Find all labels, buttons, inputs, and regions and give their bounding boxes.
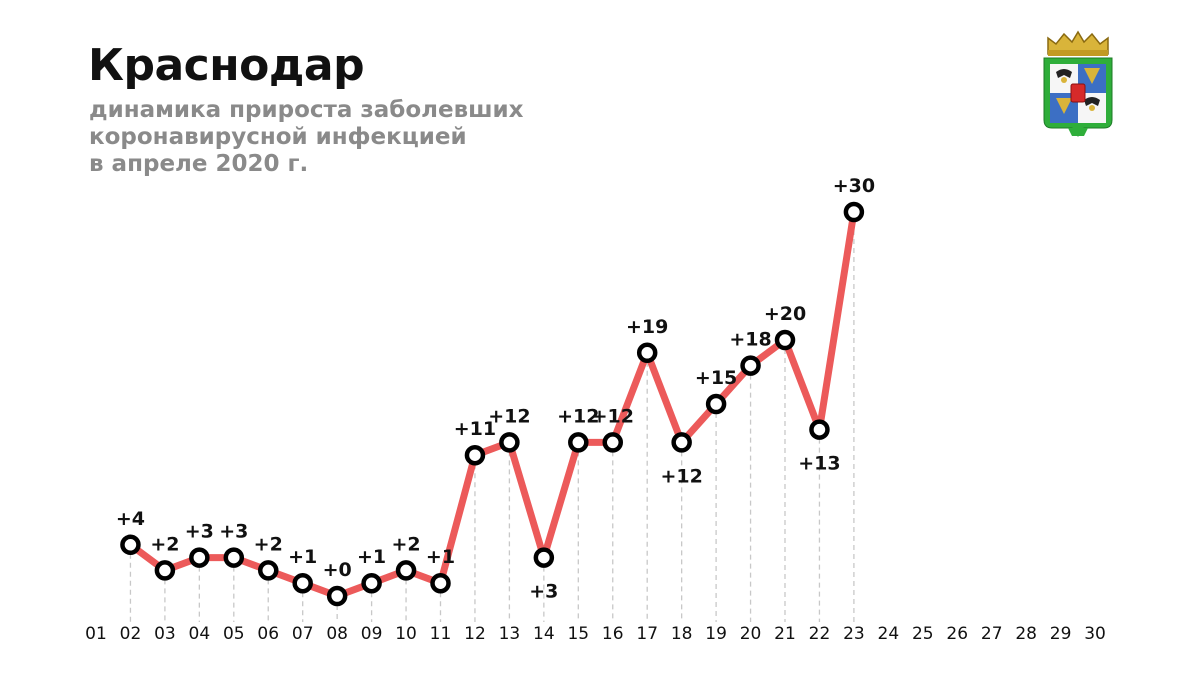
x-tick-label: 23: [843, 624, 865, 644]
x-tick-label: 16: [602, 624, 624, 644]
x-tick-label: 24: [878, 624, 900, 644]
x-tick-label: 28: [1015, 624, 1037, 644]
data-label: +12: [592, 405, 634, 427]
x-tick-label: 21: [774, 624, 796, 644]
data-point: [464, 444, 486, 466]
data-point: [154, 560, 176, 581]
data-point: [809, 419, 830, 440]
page-title: Краснодар: [88, 40, 365, 91]
data-label: +2: [150, 533, 179, 555]
data-label: +4: [116, 508, 145, 530]
data-label: +15: [695, 367, 737, 389]
data-label: +1: [357, 546, 386, 568]
data-point: [705, 393, 727, 415]
data-point: [602, 432, 623, 453]
x-tick-label: 04: [189, 624, 211, 644]
x-tick-label: 07: [292, 624, 314, 644]
x-tick-label: 06: [257, 624, 279, 644]
x-tick-label: 26: [946, 624, 968, 644]
data-point: [326, 585, 348, 607]
data-point: [258, 560, 279, 581]
subtitle-line-1: динамика прироста заболевших: [89, 97, 524, 123]
data-point: [636, 342, 658, 364]
x-tick-label: 14: [533, 624, 555, 644]
data-point: [292, 572, 313, 594]
x-tick-label: 10: [395, 624, 417, 644]
x-tick-label: 20: [740, 624, 762, 644]
series-line: [126, 208, 858, 600]
x-tick-label: 29: [1050, 624, 1072, 644]
data-label: +20: [764, 303, 806, 325]
data-point: [361, 572, 382, 594]
chart-subtitle: динамика прироста заболевших коронавирус…: [89, 97, 524, 178]
data-point: [671, 432, 692, 453]
x-tick-label: 09: [361, 624, 383, 644]
krasnodar-coat-of-arms-icon: [1043, 30, 1113, 137]
data-point: [120, 534, 141, 556]
subtitle-line-2: коронавирусной инфекцией: [89, 124, 467, 150]
data-point: [223, 547, 245, 568]
data-label: +0: [323, 559, 352, 581]
data-label: +3: [185, 521, 214, 543]
x-tick-label: 18: [671, 624, 693, 644]
x-tick-label: 17: [636, 624, 658, 644]
x-tick-label: 19: [705, 624, 727, 644]
data-label: +3: [219, 521, 248, 543]
data-label: +30: [833, 175, 875, 197]
x-tick-label: 01: [85, 624, 107, 644]
x-tick-label: 27: [981, 624, 1003, 644]
data-point: [533, 547, 555, 568]
data-label: +3: [529, 581, 558, 603]
x-tick-label: 08: [326, 624, 348, 644]
data-point: [189, 547, 210, 568]
data-point: [568, 432, 589, 453]
data-point: [843, 201, 865, 223]
data-label: +2: [254, 533, 283, 555]
data-label: +12: [557, 405, 599, 427]
x-tick-label: 02: [120, 624, 142, 644]
x-tick-label: 11: [430, 624, 452, 644]
data-label: +1: [288, 546, 317, 568]
data-label: +2: [391, 533, 420, 555]
data-label: +12: [488, 405, 530, 427]
data-label: +1: [426, 546, 455, 568]
data-point: [430, 572, 451, 594]
x-tick-label: 15: [567, 624, 589, 644]
data-point: [740, 355, 761, 376]
x-tick-label: 12: [464, 624, 486, 644]
x-tick-label: 03: [154, 624, 176, 644]
data-label: +18: [729, 329, 771, 351]
x-tick-label: 05: [223, 624, 245, 644]
data-label: +19: [626, 316, 668, 338]
data-label: +13: [798, 453, 840, 475]
x-tick-label: 22: [809, 624, 831, 644]
x-tick-label: 25: [912, 624, 934, 644]
data-label: +11: [454, 418, 496, 440]
data-point: [395, 560, 417, 581]
subtitle-line-3: в апреле 2020 г.: [89, 151, 309, 177]
data-point: [774, 329, 796, 351]
x-tick-label: 13: [499, 624, 521, 644]
data-label: +12: [660, 465, 702, 487]
x-tick-label: 30: [1084, 624, 1106, 644]
data-point: [499, 432, 520, 453]
